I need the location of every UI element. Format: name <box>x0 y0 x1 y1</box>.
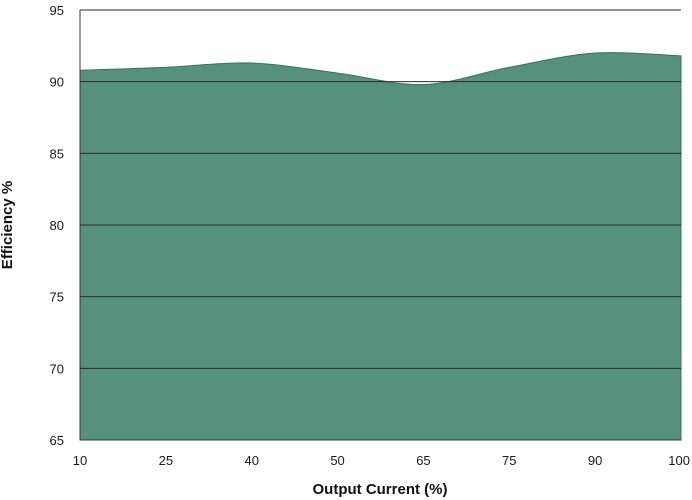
y-tick-label: 85 <box>50 146 64 161</box>
gridlines <box>80 9 681 441</box>
y-tick-label: 80 <box>50 218 64 233</box>
efficiency-area <box>79 52 682 441</box>
x-tick-label: 25 <box>159 453 173 468</box>
x-axis-title: Output Current (%) <box>313 481 448 498</box>
x-tick-label: 10 <box>73 453 87 468</box>
x-tick-label: 65 <box>416 453 430 468</box>
x-tick-label: 75 <box>502 453 516 468</box>
y-tick-label: 90 <box>50 75 64 90</box>
x-tick-label: 90 <box>588 453 602 468</box>
x-tick-label: 50 <box>330 453 344 468</box>
plot-area <box>79 9 682 441</box>
x-tick-label: 100 <box>668 453 690 468</box>
x-tick-labels: 10 25 40 50 65 75 90 100 <box>73 453 690 468</box>
y-tick-label: 75 <box>50 290 64 305</box>
y-tick-label: 70 <box>50 361 64 376</box>
y-axis-title: Efficiency % <box>0 181 16 269</box>
x-tick-label: 40 <box>244 453 258 468</box>
y-tick-label: 95 <box>50 3 64 18</box>
y-tick-labels: 65 70 75 80 85 90 95 <box>50 3 64 448</box>
y-tick-label: 65 <box>50 433 64 448</box>
